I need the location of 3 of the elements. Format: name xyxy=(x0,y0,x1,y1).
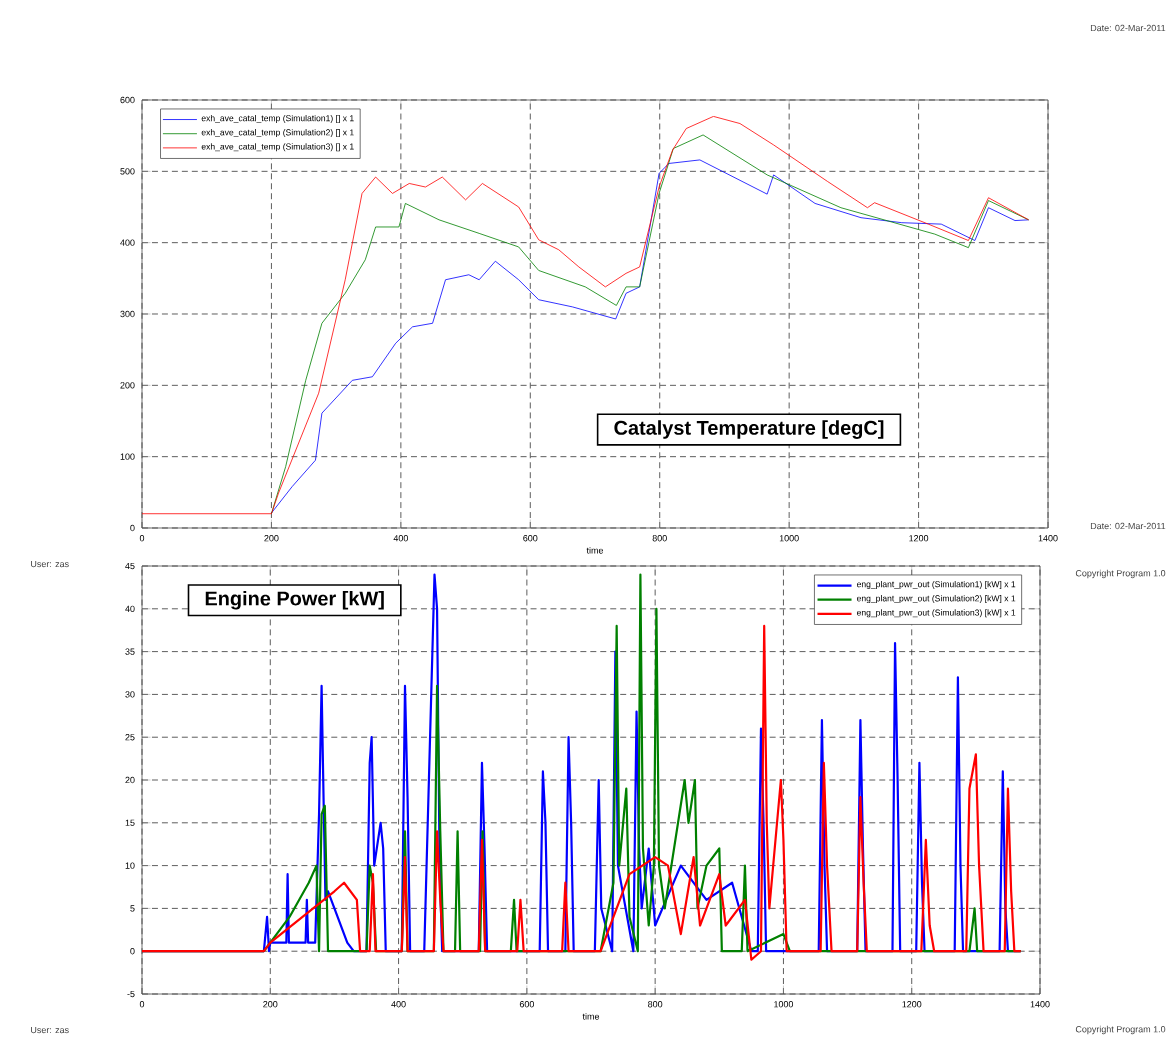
line-series xyxy=(142,116,1029,515)
text: Catalyst Temperature [degC] xyxy=(614,420,884,439)
text: Engine Power [kW] xyxy=(205,590,384,610)
